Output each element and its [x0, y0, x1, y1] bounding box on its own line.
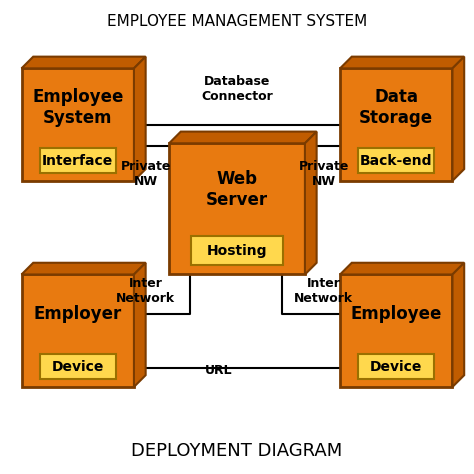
Text: Device: Device	[370, 360, 422, 374]
Polygon shape	[305, 132, 317, 274]
FancyBboxPatch shape	[358, 148, 435, 173]
Text: Inter
Network: Inter Network	[294, 277, 353, 305]
FancyBboxPatch shape	[191, 237, 283, 265]
Text: URL: URL	[204, 364, 232, 377]
Text: EMPLOYEE MANAGEMENT SYSTEM: EMPLOYEE MANAGEMENT SYSTEM	[107, 15, 367, 29]
FancyBboxPatch shape	[39, 354, 116, 379]
Text: Employee: Employee	[351, 305, 442, 323]
Text: Interface: Interface	[42, 154, 113, 167]
Polygon shape	[134, 263, 146, 387]
Text: Back-end: Back-end	[360, 154, 432, 167]
Text: Data
Storage: Data Storage	[359, 88, 433, 127]
Polygon shape	[169, 132, 317, 143]
FancyBboxPatch shape	[39, 148, 116, 173]
Text: Device: Device	[52, 360, 104, 374]
FancyBboxPatch shape	[21, 274, 134, 387]
Polygon shape	[453, 263, 464, 387]
Text: Private
NW: Private NW	[120, 160, 171, 188]
Polygon shape	[134, 57, 146, 181]
Polygon shape	[21, 57, 146, 68]
FancyBboxPatch shape	[169, 143, 305, 274]
Polygon shape	[340, 263, 464, 274]
Text: Web
Server: Web Server	[206, 170, 268, 209]
Text: Inter
Network: Inter Network	[116, 277, 175, 305]
FancyBboxPatch shape	[358, 354, 435, 379]
Polygon shape	[453, 57, 464, 181]
FancyBboxPatch shape	[21, 68, 134, 181]
FancyBboxPatch shape	[340, 274, 453, 387]
FancyBboxPatch shape	[340, 68, 453, 181]
Text: Database
Connector: Database Connector	[201, 75, 273, 103]
Text: Hosting: Hosting	[207, 244, 267, 258]
Polygon shape	[21, 263, 146, 274]
Text: DEPLOYMENT DIAGRAM: DEPLOYMENT DIAGRAM	[131, 441, 343, 459]
Text: Employer: Employer	[34, 305, 122, 323]
Text: Employee
System: Employee System	[32, 88, 123, 127]
Polygon shape	[340, 57, 464, 68]
Text: Private
NW: Private NW	[299, 160, 349, 188]
